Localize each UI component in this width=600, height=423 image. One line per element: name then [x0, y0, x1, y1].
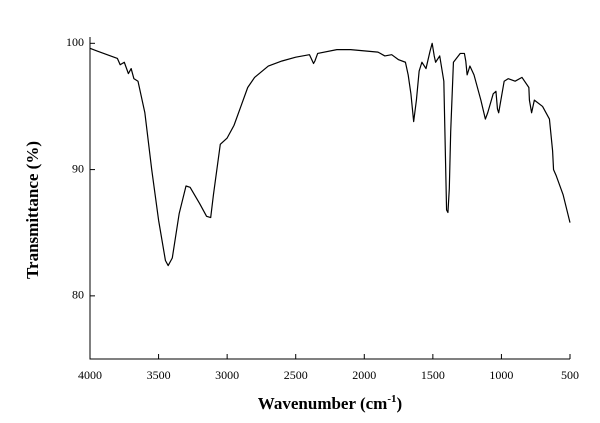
x-tick-label: 2500	[284, 368, 308, 382]
y-tick-label: 90	[72, 161, 84, 175]
x-axis-title-superscript: -1	[387, 393, 396, 405]
x-tick-label: 2000	[352, 368, 376, 382]
x-tick-label: 3500	[147, 368, 171, 382]
x-axis-title-text: Wavenumber (cm	[258, 394, 388, 413]
y-axis-title: Transmittance (%)	[23, 141, 42, 279]
x-axis-title: Wavenumber (cm-1)	[258, 393, 402, 413]
x-tick-label: 3000	[215, 368, 239, 382]
x-tick-label: 1000	[489, 368, 513, 382]
y-tick-label: 80	[72, 288, 84, 302]
spectrum-line	[89, 42, 571, 267]
x-tick-label: 1500	[421, 368, 445, 382]
x-tick-label: 4000	[78, 368, 102, 382]
axes	[89, 37, 570, 360]
y-tick-label: 100	[66, 35, 84, 49]
x-axis-title-suffix: )	[397, 394, 403, 413]
x-tick-label: 500	[561, 368, 579, 382]
